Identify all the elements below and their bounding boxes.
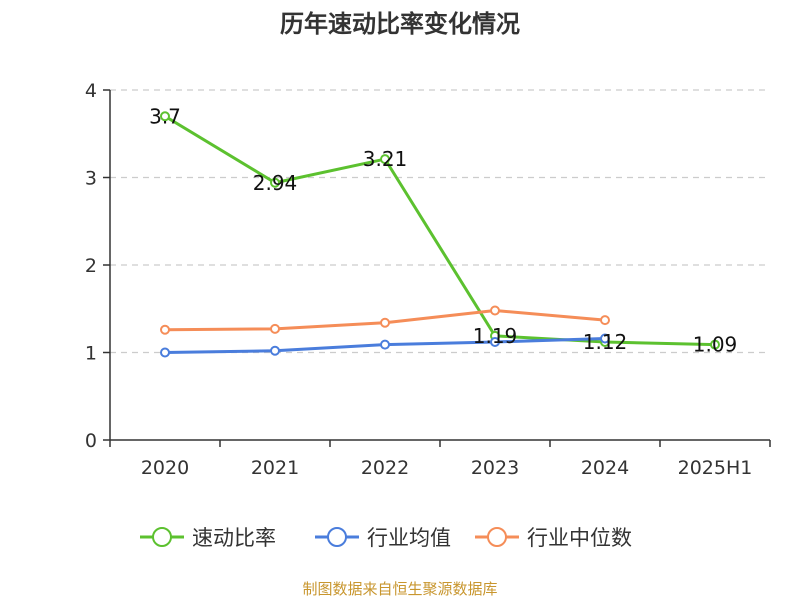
y-tick-label: 2 <box>85 255 97 277</box>
x-tick-label: 2020 <box>141 457 189 479</box>
data-label: 1.09 <box>693 333 738 357</box>
legend-circle-icon <box>487 527 507 547</box>
legend-label: 速动比率 <box>192 526 276 550</box>
data-point[interactable] <box>600 315 610 326</box>
data-labels: 3.7 2.94 3.21 1.19 1.12 1.09 <box>149 104 737 356</box>
chart-title: 历年速动比率变化情况 <box>280 10 520 38</box>
series-line <box>164 114 716 347</box>
data-label: 3.21 <box>363 147 408 171</box>
y-tick-label: 3 <box>85 168 97 190</box>
data-point[interactable] <box>710 339 720 350</box>
data-label: 1.19 <box>473 324 518 348</box>
source-note: 制图数据来自恒生聚源数据库 <box>302 580 497 598</box>
data-label: 2.94 <box>253 171 298 195</box>
x-tick-label: 2021 <box>251 457 299 479</box>
data-point[interactable] <box>490 337 500 347</box>
data-point[interactable] <box>160 324 170 335</box>
data-label: 3.7 <box>149 104 181 128</box>
data-point[interactable] <box>160 347 170 358</box>
legend-circle-icon <box>152 527 172 547</box>
data-point[interactable] <box>380 154 390 165</box>
legend-label: 行业中位数 <box>527 526 632 550</box>
axes: 0 1 2 3 4 2020 2021 2022 2023 2024 2025H1 <box>85 80 771 479</box>
data-point[interactable] <box>380 317 390 328</box>
data-point[interactable] <box>270 345 280 356</box>
data-point[interactable] <box>160 111 170 122</box>
legend-label: 行业均值 <box>367 526 451 550</box>
data-label: 1.12 <box>583 330 628 354</box>
data-point[interactable] <box>600 333 610 344</box>
x-tick-label: 2025H1 <box>678 457 753 479</box>
legend[interactable]: 速动比率 行业均值 行业中位数 <box>140 526 632 550</box>
legend-item[interactable]: 行业均值 <box>315 526 451 550</box>
data-point[interactable] <box>270 177 280 188</box>
data-point[interactable] <box>270 323 280 334</box>
data-point[interactable] <box>380 339 390 350</box>
gridlines <box>110 89 770 354</box>
y-tick-label: 4 <box>85 80 97 102</box>
legend-item[interactable]: 速动比率 <box>140 526 276 550</box>
x-tick-label: 2024 <box>581 457 629 479</box>
y-tick-label: 1 <box>85 343 97 365</box>
legend-circle-icon <box>327 527 347 547</box>
x-tick-label: 2022 <box>361 457 409 479</box>
legend-item[interactable]: 行业中位数 <box>475 526 632 550</box>
y-tick-label: 0 <box>85 430 97 452</box>
data-point[interactable] <box>490 305 500 316</box>
x-tick-label: 2023 <box>471 457 519 479</box>
series-lines <box>160 111 720 358</box>
